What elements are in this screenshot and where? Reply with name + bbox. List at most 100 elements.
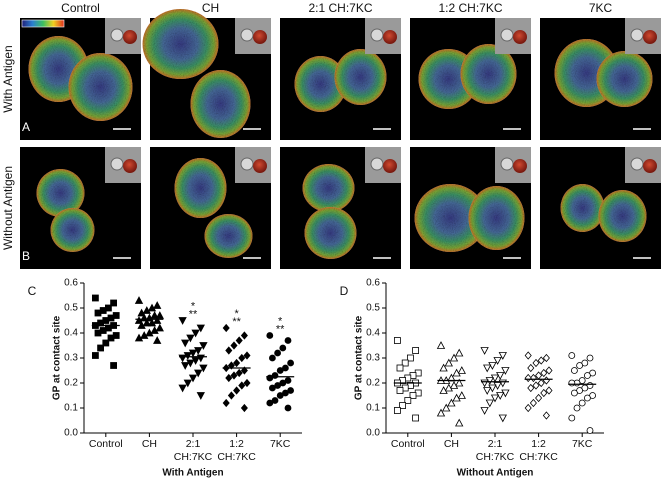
point [480, 347, 489, 355]
point [178, 354, 187, 363]
cell [36, 169, 85, 217]
point [449, 353, 459, 362]
point [501, 367, 510, 375]
point [568, 352, 576, 359]
point [137, 308, 146, 317]
y-tick-label: 0.3 [366, 353, 380, 364]
dot-plot: D GP at contact site Without Antigen 0.0 0.1… [340, 278, 604, 479]
point [235, 368, 243, 378]
y-tick-label: 0.6 [64, 278, 78, 289]
point [240, 403, 248, 413]
point [480, 379, 489, 388]
point [573, 404, 581, 412]
point [92, 294, 99, 302]
point [490, 394, 500, 403]
point [235, 336, 243, 345]
point [442, 403, 451, 412]
x-axis-label: With Antigen [162, 468, 223, 479]
cell [190, 70, 251, 138]
point [485, 399, 494, 408]
column-label: 2:1 CH:7KC [308, 1, 372, 15]
column-label: CH [202, 1, 219, 15]
cell [304, 207, 357, 259]
point [284, 404, 292, 412]
y-tick-label: 0.4 [366, 328, 380, 339]
row-label: Without Antigen [1, 166, 15, 250]
point [412, 347, 420, 354]
x-tick-label: 2:1 [186, 438, 201, 450]
panel-label: B [22, 249, 30, 263]
inset-cell-stained [643, 159, 657, 173]
inset-cell-stained [643, 30, 657, 44]
significance: * [234, 308, 239, 320]
cell [598, 190, 647, 242]
point [537, 378, 545, 388]
point [266, 399, 274, 407]
x-tick-label: Control [89, 438, 123, 450]
y-tick-label: 0.3 [64, 353, 78, 364]
cell [302, 164, 355, 212]
x-tick-label: 7KC [572, 438, 593, 450]
point [404, 397, 412, 404]
point [527, 383, 535, 393]
point [287, 359, 295, 367]
point [145, 328, 154, 337]
inset-cell [370, 157, 384, 171]
point [455, 348, 464, 357]
column-label: 7KC [589, 1, 613, 15]
point [142, 318, 151, 327]
point [233, 386, 241, 395]
panel-label: D [340, 284, 349, 298]
point [436, 341, 446, 349]
cell [460, 44, 517, 104]
point [233, 358, 241, 368]
y-tick-label: 0.1 [366, 403, 380, 414]
point [243, 351, 251, 360]
x-tick-label: CH [142, 438, 157, 450]
point [524, 403, 532, 413]
inset-cell-stained [253, 159, 267, 173]
point [447, 398, 456, 407]
inset-cell-stained [253, 30, 267, 44]
point [396, 387, 404, 394]
point [225, 346, 233, 355]
inset-cell-stained [123, 159, 137, 173]
point [401, 359, 409, 367]
column-label: Control [61, 1, 100, 15]
x-tick-label: CH:7KC [174, 451, 213, 463]
x-tick-label: Control [391, 438, 425, 450]
inset-cell [500, 28, 514, 42]
point [266, 332, 274, 339]
point [545, 386, 553, 395]
point [150, 311, 159, 319]
significance: * [191, 300, 196, 312]
charts: C GP at contact site With Antigen 0.0 0.1 0.2… [28, 278, 604, 479]
column-label: 1:2 CH:7KC [438, 1, 502, 15]
point [92, 352, 99, 359]
point [535, 393, 543, 403]
dot-plot: C GP at contact site With Antigen 0.0 0.1 0.2… [28, 278, 302, 479]
point [181, 362, 190, 370]
point [110, 362, 117, 369]
inset-cell [500, 157, 514, 171]
y-axis-label: GP at contact site [354, 315, 365, 400]
point [199, 364, 208, 373]
point [134, 316, 144, 324]
point [276, 392, 284, 399]
inset-cell-stained [383, 159, 397, 173]
y-tick-label: 0.6 [366, 278, 380, 289]
point [240, 331, 248, 340]
point [571, 389, 578, 397]
inset-cell-stained [123, 30, 137, 44]
y-axis-label: GP at contact site [52, 315, 63, 400]
point [97, 344, 104, 352]
x-axis-label: Without Antigen [457, 468, 534, 479]
point [542, 353, 550, 363]
inset-cell [630, 157, 644, 171]
point [230, 341, 238, 350]
y-tick-label: 0.2 [366, 378, 380, 389]
y-tick-label: 0.2 [64, 378, 78, 389]
point [94, 329, 102, 337]
inset-cell [630, 28, 644, 42]
inset-cell [240, 28, 254, 42]
